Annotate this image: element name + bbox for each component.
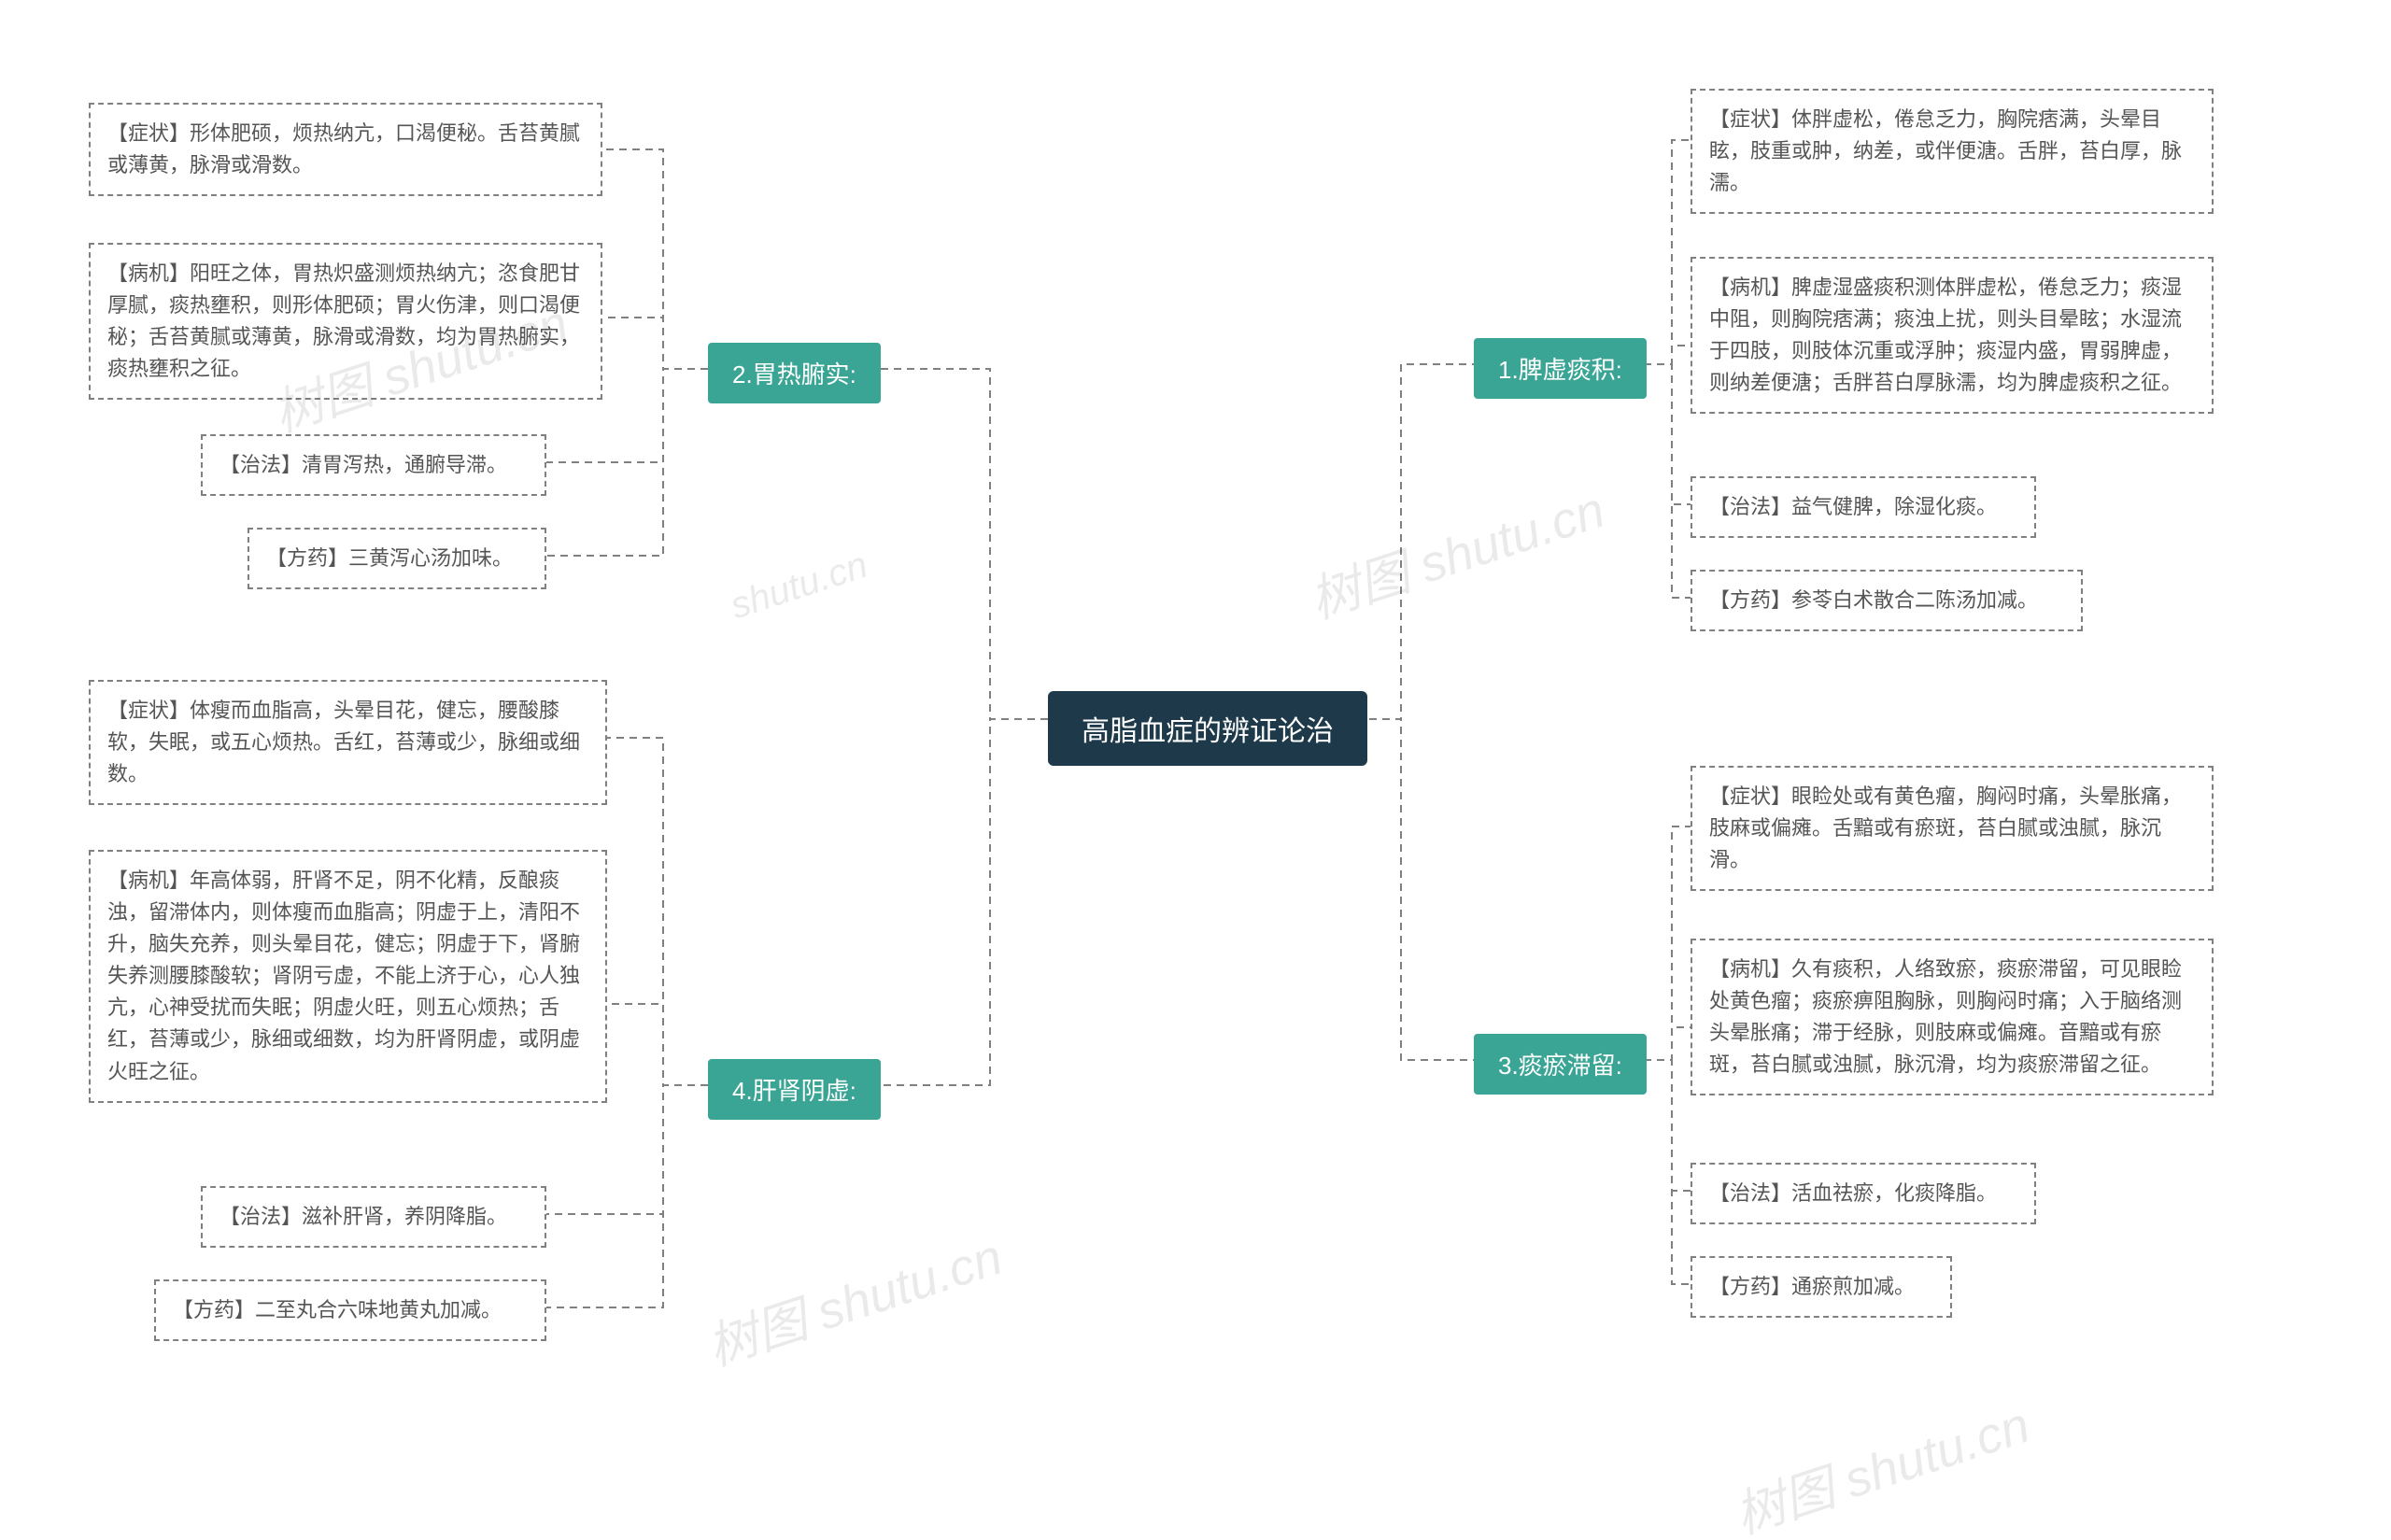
leaf-node[interactable]: 【病机】久有痰积，人络致瘀，痰瘀滞留，可见眼睑处黄色瘤；痰瘀痹阻胸脉，则胸闷时痛…	[1691, 939, 2214, 1095]
branch-label: 1.脾虚痰积:	[1498, 356, 1622, 384]
root-title: 高脂血症的辨证论治	[1082, 716, 1334, 747]
leaf-node[interactable]: 【治法】滋补肝肾，养阴降脂。	[201, 1186, 546, 1248]
leaf-text: 【治法】活血祛瘀，化痰降脂。	[1709, 1181, 1997, 1205]
leaf-text: 【方药】参苓白术散合二陈汤加减。	[1709, 588, 2038, 612]
leaf-text: 【方药】通瘀煎加减。	[1709, 1275, 1915, 1298]
leaf-text: 【方药】二至丸合六味地黄丸加减。	[173, 1298, 502, 1321]
leaf-text: 【症状】体瘦而血脂高，头晕目花，健忘，腰酸膝软，失眠，或五心烦热。舌红，苔薄或少…	[107, 699, 580, 785]
leaf-node[interactable]: 【病机】年高体弱，肝肾不足，阴不化精，反酿痰浊，留滞体内，则体瘦而血脂高；阴虚于…	[89, 850, 607, 1103]
leaf-node[interactable]: 【症状】眼睑处或有黄色瘤，胸闷时痛，头晕胀痛，肢麻或偏瘫。舌黯或有瘀斑，苔白腻或…	[1691, 766, 2214, 891]
branch-node-1[interactable]: 1.脾虚痰积:	[1474, 338, 1647, 399]
leaf-node[interactable]: 【治法】益气健脾，除湿化痰。	[1691, 476, 2036, 538]
leaf-text: 【病机】久有痰积，人络致瘀，痰瘀滞留，可见眼睑处黄色瘤；痰瘀痹阻胸脉，则胸闷时痛…	[1709, 957, 2182, 1076]
leaf-text: 【治法】清胃泻热，通腑导滞。	[219, 453, 507, 476]
watermark: shutu.cn	[726, 544, 873, 629]
leaf-node[interactable]: 【方药】参苓白术散合二陈汤加减。	[1691, 570, 2083, 631]
branch-node-3[interactable]: 3.痰瘀滞留:	[1474, 1034, 1647, 1095]
leaf-node[interactable]: 【方药】通瘀煎加减。	[1691, 1256, 1952, 1318]
leaf-node[interactable]: 【病机】脾虚湿盛痰积测体胖虚松，倦怠乏力；痰湿中阻，则胸院痞满；痰浊上扰，则头目…	[1691, 257, 2214, 414]
leaf-text: 【病机】年高体弱，肝肾不足，阴不化精，反酿痰浊，留滞体内，则体瘦而血脂高；阴虚于…	[107, 869, 580, 1083]
mindmap-canvas: 高脂血症的辨证论治 1.脾虚痰积: 2.胃热腑实: 3.痰瘀滞留: 4.肝肾阴虚…	[0, 0, 2391, 1540]
leaf-text: 【方药】三黄泻心汤加味。	[266, 546, 513, 570]
branch-label: 3.痰瘀滞留:	[1498, 1052, 1622, 1080]
leaf-node[interactable]: 【病机】阳旺之体，胃热炽盛测烦热纳亢；恣食肥甘厚腻，痰热壅积，则形体肥硕；胃火伤…	[89, 243, 602, 400]
leaf-node[interactable]: 【症状】体瘦而血脂高，头晕目花，健忘，腰酸膝软，失眠，或五心烦热。舌红，苔薄或少…	[89, 680, 607, 805]
leaf-node[interactable]: 【症状】形体肥硕，烦热纳亢，口渴便秘。舌苔黄腻或薄黄，脉滑或滑数。	[89, 103, 602, 196]
leaf-node[interactable]: 【方药】三黄泻心汤加味。	[248, 528, 546, 589]
leaf-text: 【症状】形体肥硕，烦热纳亢，口渴便秘。舌苔黄腻或薄黄，脉滑或滑数。	[107, 121, 580, 177]
watermark: 树图 shutu.cn	[697, 1215, 1011, 1379]
leaf-node[interactable]: 【治法】清胃泻热，通腑导滞。	[201, 434, 546, 496]
leaf-text: 【病机】脾虚湿盛痰积测体胖虚松，倦怠乏力；痰湿中阻，则胸院痞满；痰浊上扰，则头目…	[1709, 276, 2182, 394]
root-node[interactable]: 高脂血症的辨证论治	[1048, 691, 1367, 766]
leaf-text: 【治法】益气健脾，除湿化痰。	[1709, 495, 1997, 518]
leaf-node[interactable]: 【症状】体胖虚松，倦怠乏力，胸院痞满，头晕目眩，肢重或肿，纳差，或伴便溏。舌胖，…	[1691, 89, 2214, 214]
leaf-node[interactable]: 【治法】活血祛瘀，化痰降脂。	[1691, 1163, 2036, 1224]
leaf-node[interactable]: 【方药】二至丸合六味地黄丸加减。	[154, 1279, 546, 1341]
leaf-text: 【病机】阳旺之体，胃热炽盛测烦热纳亢；恣食肥甘厚腻，痰热壅积，则形体肥硕；胃火伤…	[107, 261, 580, 380]
branch-label: 4.肝肾阴虚:	[732, 1077, 856, 1105]
branch-label: 2.胃热腑实:	[732, 360, 856, 389]
branch-node-2[interactable]: 2.胃热腑实:	[708, 343, 881, 403]
watermark: 树图 shutu.cn	[1299, 468, 1613, 632]
leaf-text: 【治法】滋补肝肾，养阴降脂。	[219, 1205, 507, 1228]
leaf-text: 【症状】眼睑处或有黄色瘤，胸闷时痛，头晕胀痛，肢麻或偏瘫。舌黯或有瘀斑，苔白腻或…	[1709, 784, 2182, 871]
leaf-text: 【症状】体胖虚松，倦怠乏力，胸院痞满，头晕目眩，肢重或肿，纳差，或伴便溏。舌胖，…	[1709, 107, 2182, 194]
watermark: 树图 shutu.cn	[1724, 1383, 2038, 1540]
branch-node-4[interactable]: 4.肝肾阴虚:	[708, 1059, 881, 1120]
